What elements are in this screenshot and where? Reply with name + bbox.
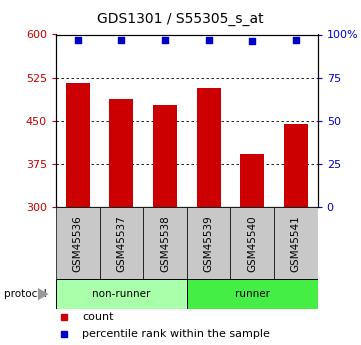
Bar (66, 83, 90, 207)
Bar (230, 207, 274, 279)
Bar (240, 154, 264, 207)
Bar (153, 105, 177, 207)
Bar (187, 207, 230, 279)
Bar (100, 207, 143, 279)
Point (118, 37, 124, 42)
Text: runner: runner (235, 289, 270, 299)
Text: GDS1301 / S55305_s_at: GDS1301 / S55305_s_at (97, 12, 264, 26)
Point (162, 37, 168, 42)
Bar (284, 124, 308, 207)
Point (75, 37, 81, 42)
Text: count: count (82, 312, 114, 322)
Bar (56, 279, 187, 309)
Text: percentile rank within the sample: percentile rank within the sample (82, 329, 270, 339)
Text: GSM45539: GSM45539 (204, 215, 214, 272)
Point (206, 37, 212, 42)
Point (249, 39, 255, 44)
Bar (143, 207, 187, 279)
Text: GSM45538: GSM45538 (160, 215, 170, 272)
Text: protocol: protocol (4, 289, 46, 299)
Bar (109, 99, 133, 207)
Bar (187, 279, 318, 309)
Bar (197, 88, 221, 207)
Text: non-runner: non-runner (92, 289, 151, 299)
Polygon shape (38, 288, 49, 300)
Text: GSM45540: GSM45540 (247, 215, 257, 272)
Bar (56, 207, 100, 279)
Text: GSM45536: GSM45536 (73, 215, 83, 272)
Bar (274, 207, 318, 279)
Text: GSM45541: GSM45541 (291, 215, 301, 272)
Text: GSM45537: GSM45537 (116, 215, 126, 272)
Point (293, 37, 299, 42)
